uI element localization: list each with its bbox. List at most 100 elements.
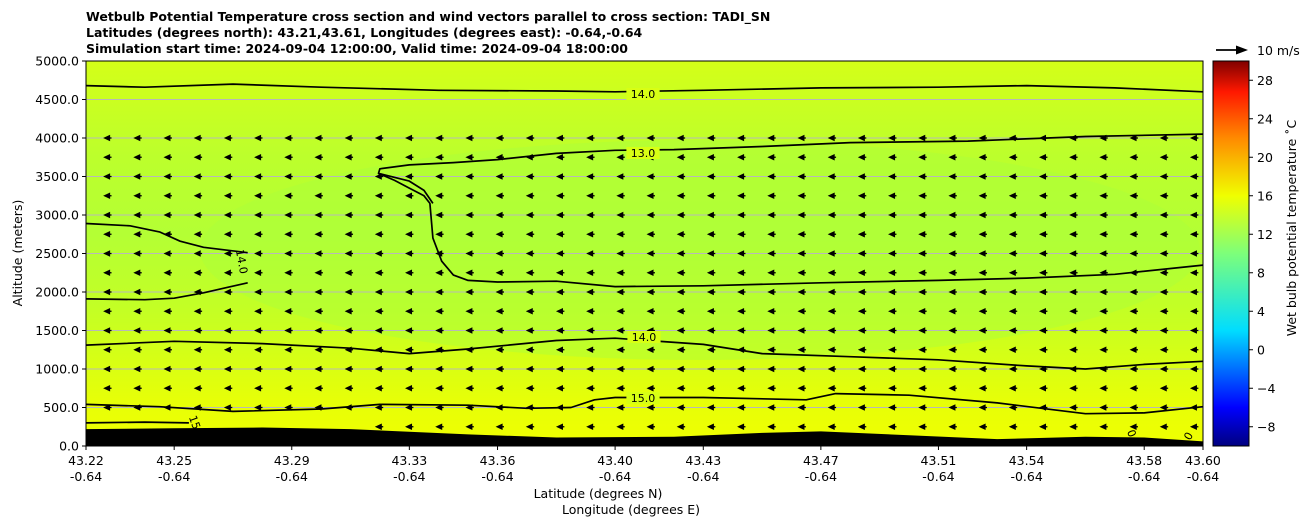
wind-vector [314,327,323,334]
wind-vector-head [978,365,986,373]
wind-vector-head [314,231,322,238]
wind-vector-head [676,308,684,315]
wind-vector-head [103,365,111,373]
x-tick-label-lat: 43.25 [156,453,192,468]
wind-vector-head [405,211,413,219]
wind-vector-head [827,365,835,373]
wind-vector-head [888,173,896,180]
wind-vector-head [525,269,533,276]
wind-vector-head [555,250,563,257]
wind-vector [737,211,746,219]
wind-vector [948,231,957,238]
wind-vector [737,308,746,315]
wind-vector-head [706,308,714,315]
wind-vector-head [948,404,956,411]
wind-vector [918,327,927,334]
wind-vector [586,365,595,373]
wind-vector [827,327,837,334]
wind-vector-head [857,173,865,180]
wind-vector [948,192,957,199]
wind-vector [797,404,806,411]
wind-vector [737,250,746,257]
wind-vector-head [163,385,171,392]
wind-vector-head [888,365,896,373]
wind-vector-head [706,346,714,353]
chart-title-line-2: Latitudes (degrees north): 43.21,43.61, … [86,25,643,40]
wind-vector [435,173,444,180]
wind-vector [435,192,444,199]
wind-vector [193,365,203,373]
wind-vector [948,211,957,219]
wind-vector-head [254,404,262,411]
wind-vector-head [676,173,684,180]
wind-vector [555,250,565,257]
wind-vector-head [948,211,956,219]
wind-vector-head [948,154,956,161]
wind-vector-head [616,154,624,161]
wind-vector-head [1069,269,1077,276]
wind-vector-head [918,154,926,161]
wind-vector [978,288,988,296]
x-tick-label-lat: 43.60 [1185,453,1221,468]
wind-vector [706,211,716,219]
wind-vector [797,231,806,238]
wind-vector [525,346,535,353]
wind-vector-head [1189,154,1197,161]
wind-vector-head [555,385,563,392]
wind-vector [193,231,203,238]
wind-vector-head [555,288,563,296]
contour-label: 0 [1124,428,1139,439]
wind-vector [555,365,565,373]
wind-vector [133,134,142,142]
wind-vector-head [1038,211,1046,219]
wind-vector-head [133,134,141,142]
wind-vector [857,365,867,373]
wind-vector-head [616,288,624,296]
wind-vector-head [616,327,624,334]
wind-vector [797,365,806,373]
wind-vector [646,288,655,296]
x-axis-ticks: 43.22-0.6443.25-0.6443.29-0.6443.33-0.64… [68,446,1221,484]
wind-vector-head [646,423,654,430]
wind-vector-head [797,346,805,353]
wind-vector [767,192,776,199]
wind-vector-head [495,134,503,142]
wind-vector-head [555,269,563,276]
wind-vector-head [163,327,171,334]
wind-vector-head [465,231,473,238]
wind-vector-head [555,154,563,161]
wind-vector-head [374,327,382,334]
wind-vector [1189,423,1199,430]
wind-vector-head [797,385,805,392]
wind-vector-head [676,327,684,334]
wind-vector-head [797,134,805,142]
wind-vector-head [1129,404,1137,411]
wind-vector [827,385,837,392]
wind-vector-head [1069,404,1077,411]
y-tick-label: 5000.0 [35,54,79,69]
wind-vector-head [344,211,352,219]
wind-vector [616,404,625,411]
wind-vector-head [525,211,533,219]
wind-vector-head [586,211,594,219]
wind-vector-head [344,365,352,373]
wind-vector-head [827,231,835,238]
wind-vector-head [1069,288,1077,296]
wind-vector [103,154,112,161]
wind-vector-head [616,269,624,276]
wind-vector-head [405,423,413,430]
wind-vector [857,288,867,296]
wind-vector [193,154,203,161]
wind-vector [706,231,716,238]
wind-vector [767,173,776,180]
colorbar-tick-label: 16 [1257,188,1273,203]
wind-vector-head [555,211,563,219]
wind-vector-head [465,250,473,257]
wind-vector [103,134,112,142]
wind-vector [133,385,142,392]
wind-vector-head [978,346,986,353]
wind-vector [435,404,444,411]
x-tick-label-lon: -0.64 [687,469,719,484]
wind-vector [1038,250,1048,257]
wind-vector-head [254,154,262,161]
